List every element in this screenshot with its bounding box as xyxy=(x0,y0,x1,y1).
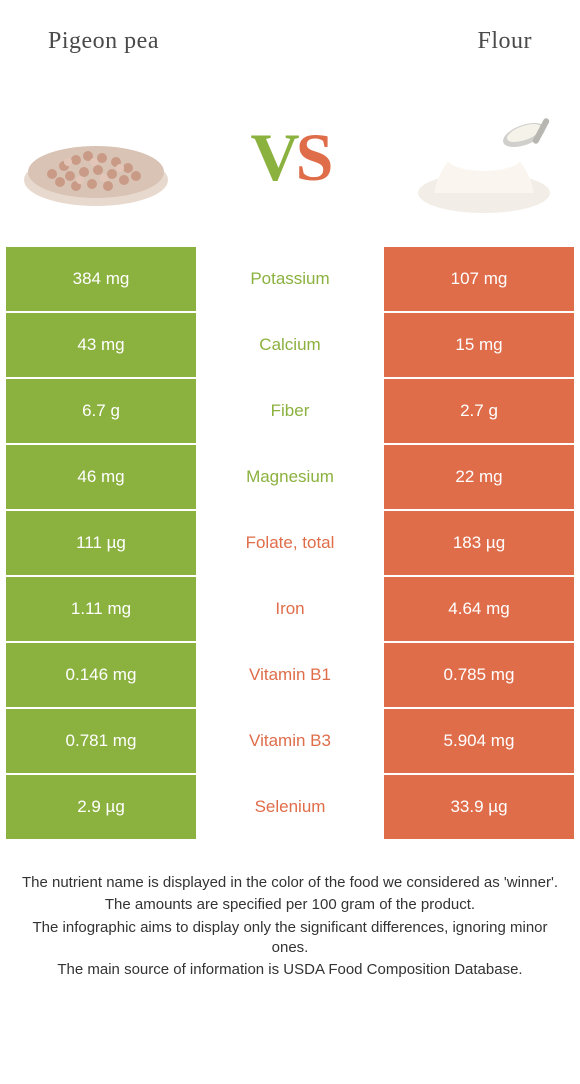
value-cell-left: 0.781 mg xyxy=(6,709,196,773)
value-cell-right: 107 mg xyxy=(384,247,574,311)
table-row: 384 mgPotassium107 mg xyxy=(6,247,574,311)
value-cell-left: 43 mg xyxy=(6,313,196,377)
value-cell-right: 183 µg xyxy=(384,511,574,575)
value-cell-left: 0.146 mg xyxy=(6,643,196,707)
footer-line-4: The main source of information is USDA F… xyxy=(20,960,560,980)
nutrient-label: Fiber xyxy=(196,379,384,443)
food-title-right: Flour xyxy=(477,28,532,55)
value-cell-right: 5.904 mg xyxy=(384,709,574,773)
table-row: 0.781 mgVitamin B35.904 mg xyxy=(6,709,574,773)
food-image-left xyxy=(16,97,176,217)
value-cell-left: 384 mg xyxy=(6,247,196,311)
footer-line-3: The infographic aims to display only the… xyxy=(20,918,560,959)
footer-line-2: The amounts are specified per 100 gram o… xyxy=(20,895,560,915)
value-cell-left: 6.7 g xyxy=(6,379,196,443)
value-cell-right: 2.7 g xyxy=(384,379,574,443)
value-cell-right: 4.64 mg xyxy=(384,577,574,641)
table-row: 43 mgCalcium15 mg xyxy=(6,313,574,377)
vs-label: VS xyxy=(251,118,330,197)
value-cell-left: 1.11 mg xyxy=(6,577,196,641)
table-row: 0.146 mgVitamin B10.785 mg xyxy=(6,643,574,707)
table-row: 6.7 gFiber2.7 g xyxy=(6,379,574,443)
value-cell-right: 15 mg xyxy=(384,313,574,377)
value-cell-left: 111 µg xyxy=(6,511,196,575)
nutrient-label: Vitamin B1 xyxy=(196,643,384,707)
nutrient-label: Vitamin B3 xyxy=(196,709,384,773)
table-row: 111 µgFolate, total183 µg xyxy=(6,511,574,575)
vs-s: S xyxy=(296,119,330,195)
hero-section: VS xyxy=(0,67,580,247)
nutrient-label: Folate, total xyxy=(196,511,384,575)
table-row: 1.11 mgIron4.64 mg xyxy=(6,577,574,641)
nutrient-label: Potassium xyxy=(196,247,384,311)
vs-v: V xyxy=(251,119,296,195)
header: Pigeon pea Flour xyxy=(0,0,580,67)
table-row: 2.9 µgSelenium33.9 µg xyxy=(6,775,574,839)
footer-line-1: The nutrient name is displayed in the co… xyxy=(20,873,560,893)
value-cell-right: 33.9 µg xyxy=(384,775,574,839)
nutrient-label: Calcium xyxy=(196,313,384,377)
nutrient-label: Selenium xyxy=(196,775,384,839)
nutrient-label: Magnesium xyxy=(196,445,384,509)
food-image-right xyxy=(404,97,564,217)
table-row: 46 mgMagnesium22 mg xyxy=(6,445,574,509)
nutrient-table: 384 mgPotassium107 mg43 mgCalcium15 mg6.… xyxy=(0,247,580,839)
nutrient-label: Iron xyxy=(196,577,384,641)
value-cell-left: 46 mg xyxy=(6,445,196,509)
value-cell-left: 2.9 µg xyxy=(6,775,196,839)
value-cell-right: 0.785 mg xyxy=(384,643,574,707)
value-cell-right: 22 mg xyxy=(384,445,574,509)
food-title-left: Pigeon pea xyxy=(48,28,159,55)
footer-notes: The nutrient name is displayed in the co… xyxy=(0,841,580,980)
